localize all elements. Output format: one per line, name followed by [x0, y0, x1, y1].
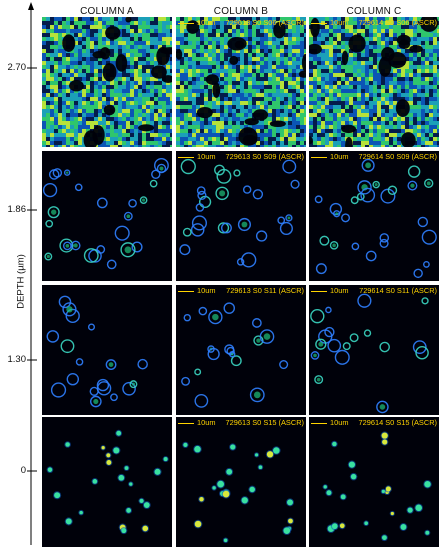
scale-bar-text: 10um: [197, 152, 216, 162]
scale-bar-caption: 10um 729614 S0 S15 (ASCR): [311, 418, 437, 428]
scale-bar-caption: 10um 729614 S0 S06 (ASCR): [311, 18, 437, 28]
scale-bar-text: 10um: [330, 418, 349, 428]
micrograph-image: [314, 158, 437, 279]
scale-bar-caption: 10um 729614 S0 S09 (ASCR): [311, 152, 437, 162]
scale-bar: [311, 156, 327, 158]
micrograph-image: [309, 17, 439, 147]
depth-axis-label: DEPTH (µm): [15, 254, 27, 309]
scale-bar-text: 10um: [197, 418, 216, 428]
column-header-a: COLUMN A: [80, 6, 134, 17]
depth-tick-1.30: 1.30: [7, 354, 27, 365]
sample-id: 729614 S0 S15 (ASCR): [358, 418, 437, 427]
dark-voids: [309, 17, 439, 147]
scale-bar-text: 10um: [197, 286, 216, 296]
depth-tick-1.86: 1.86: [7, 204, 27, 215]
column-header-c: COLUMN C: [346, 6, 402, 17]
depth-tick-0: 0: [20, 465, 26, 476]
sample-id: 729613 S0 S09 (ASCR): [225, 152, 304, 161]
panel-row2-col3: 10um 729614 S0 S09 (ASCR): [309, 151, 439, 281]
panel-row1-col1: [42, 17, 172, 147]
micrograph-image: [176, 17, 306, 147]
micrograph-image: [322, 431, 432, 542]
panel-row3-col2: 10um 729613 S0 S11 (ASCR): [176, 285, 306, 415]
sample-id: 729614 S0 S06 (ASCR): [358, 18, 437, 27]
scale-bar-text: 10um: [330, 152, 349, 162]
micrograph-image: [179, 158, 300, 268]
scale-bar-caption: 10um 729613 S0 S06 (ASCR): [178, 18, 304, 28]
ring-particles: [46, 295, 148, 408]
sample-id: 729614 S0 S09 (ASCR): [358, 152, 437, 161]
scale-bar: [178, 290, 194, 292]
scale-bar: [311, 290, 327, 292]
panel-row1-col3: 10um 729614 S0 S06 (ASCR): [309, 17, 439, 147]
micrograph-image: [310, 293, 429, 414]
panel-row4-col2: 10um 729613 S0 S15 (ASCR): [176, 417, 306, 547]
sample-id: 729613 S0 S11 (ASCR): [226, 286, 304, 295]
panel-row4-col3: 10um 729614 S0 S15 (ASCR): [309, 417, 439, 547]
panel-row3-col3: 10um 729614 S0 S11 (ASCR): [309, 285, 439, 415]
ring-particles: [181, 302, 289, 408]
panel-row1-col2: 10um 729613 S0 S06 (ASCR): [176, 17, 306, 147]
dense-texture: [309, 17, 439, 147]
sample-id: 729613 S0 S15 (ASCR): [225, 418, 304, 427]
panel-row3-col1: [42, 285, 172, 415]
ring-particles: [310, 293, 429, 414]
panel-row2-col2: 10um 729613 S0 S09 (ASCR): [176, 151, 306, 281]
dense-texture: [176, 17, 306, 147]
micrograph-image: [46, 295, 148, 408]
dot-particles: [322, 431, 432, 542]
micrograph-image: [42, 157, 169, 270]
sample-id: 729613 S0 S06 (ASCR): [225, 18, 304, 27]
scale-bar-text: 10um: [197, 18, 216, 28]
scale-bar-caption: 10um 729613 S0 S11 (ASCR): [178, 286, 304, 296]
scale-bar-caption: 10um 729613 S0 S15 (ASCR): [178, 418, 304, 428]
scale-bar: [178, 22, 194, 24]
ring-particles: [314, 158, 437, 279]
scale-bar-caption: 10um 729614 S0 S11 (ASCR): [311, 286, 437, 296]
dot-particles: [182, 441, 295, 544]
scale-bar-text: 10um: [330, 18, 349, 28]
micrograph-image: [182, 441, 295, 544]
micrograph-image: [42, 17, 172, 147]
depth-tick-2.70: 2.70: [7, 62, 27, 73]
ring-particles: [42, 157, 169, 270]
panel-row4-col1: [42, 417, 172, 547]
dark-voids: [176, 20, 306, 146]
scale-bar: [311, 422, 327, 424]
scale-bar: [311, 22, 327, 24]
scale-bar: [178, 422, 194, 424]
column-header-b: COLUMN B: [213, 6, 269, 17]
sample-id: 729614 S0 S11 (ASCR): [359, 286, 437, 295]
dot-particles: [46, 429, 169, 535]
scale-bar-caption: 10um 729613 S0 S09 (ASCR): [178, 152, 304, 162]
ring-particles: [179, 158, 300, 268]
dark-voids: [62, 17, 172, 147]
micrograph-image: [181, 302, 289, 408]
micrograph-image: [46, 429, 169, 535]
scale-bar-text: 10um: [330, 286, 349, 296]
panel-row2-col1: [42, 151, 172, 281]
depth-axis-line: [27, 2, 37, 545]
scale-bar: [178, 156, 194, 158]
depth-axis: 2.70 1.86 1.30 0 DEPTH (µm): [0, 0, 60, 550]
